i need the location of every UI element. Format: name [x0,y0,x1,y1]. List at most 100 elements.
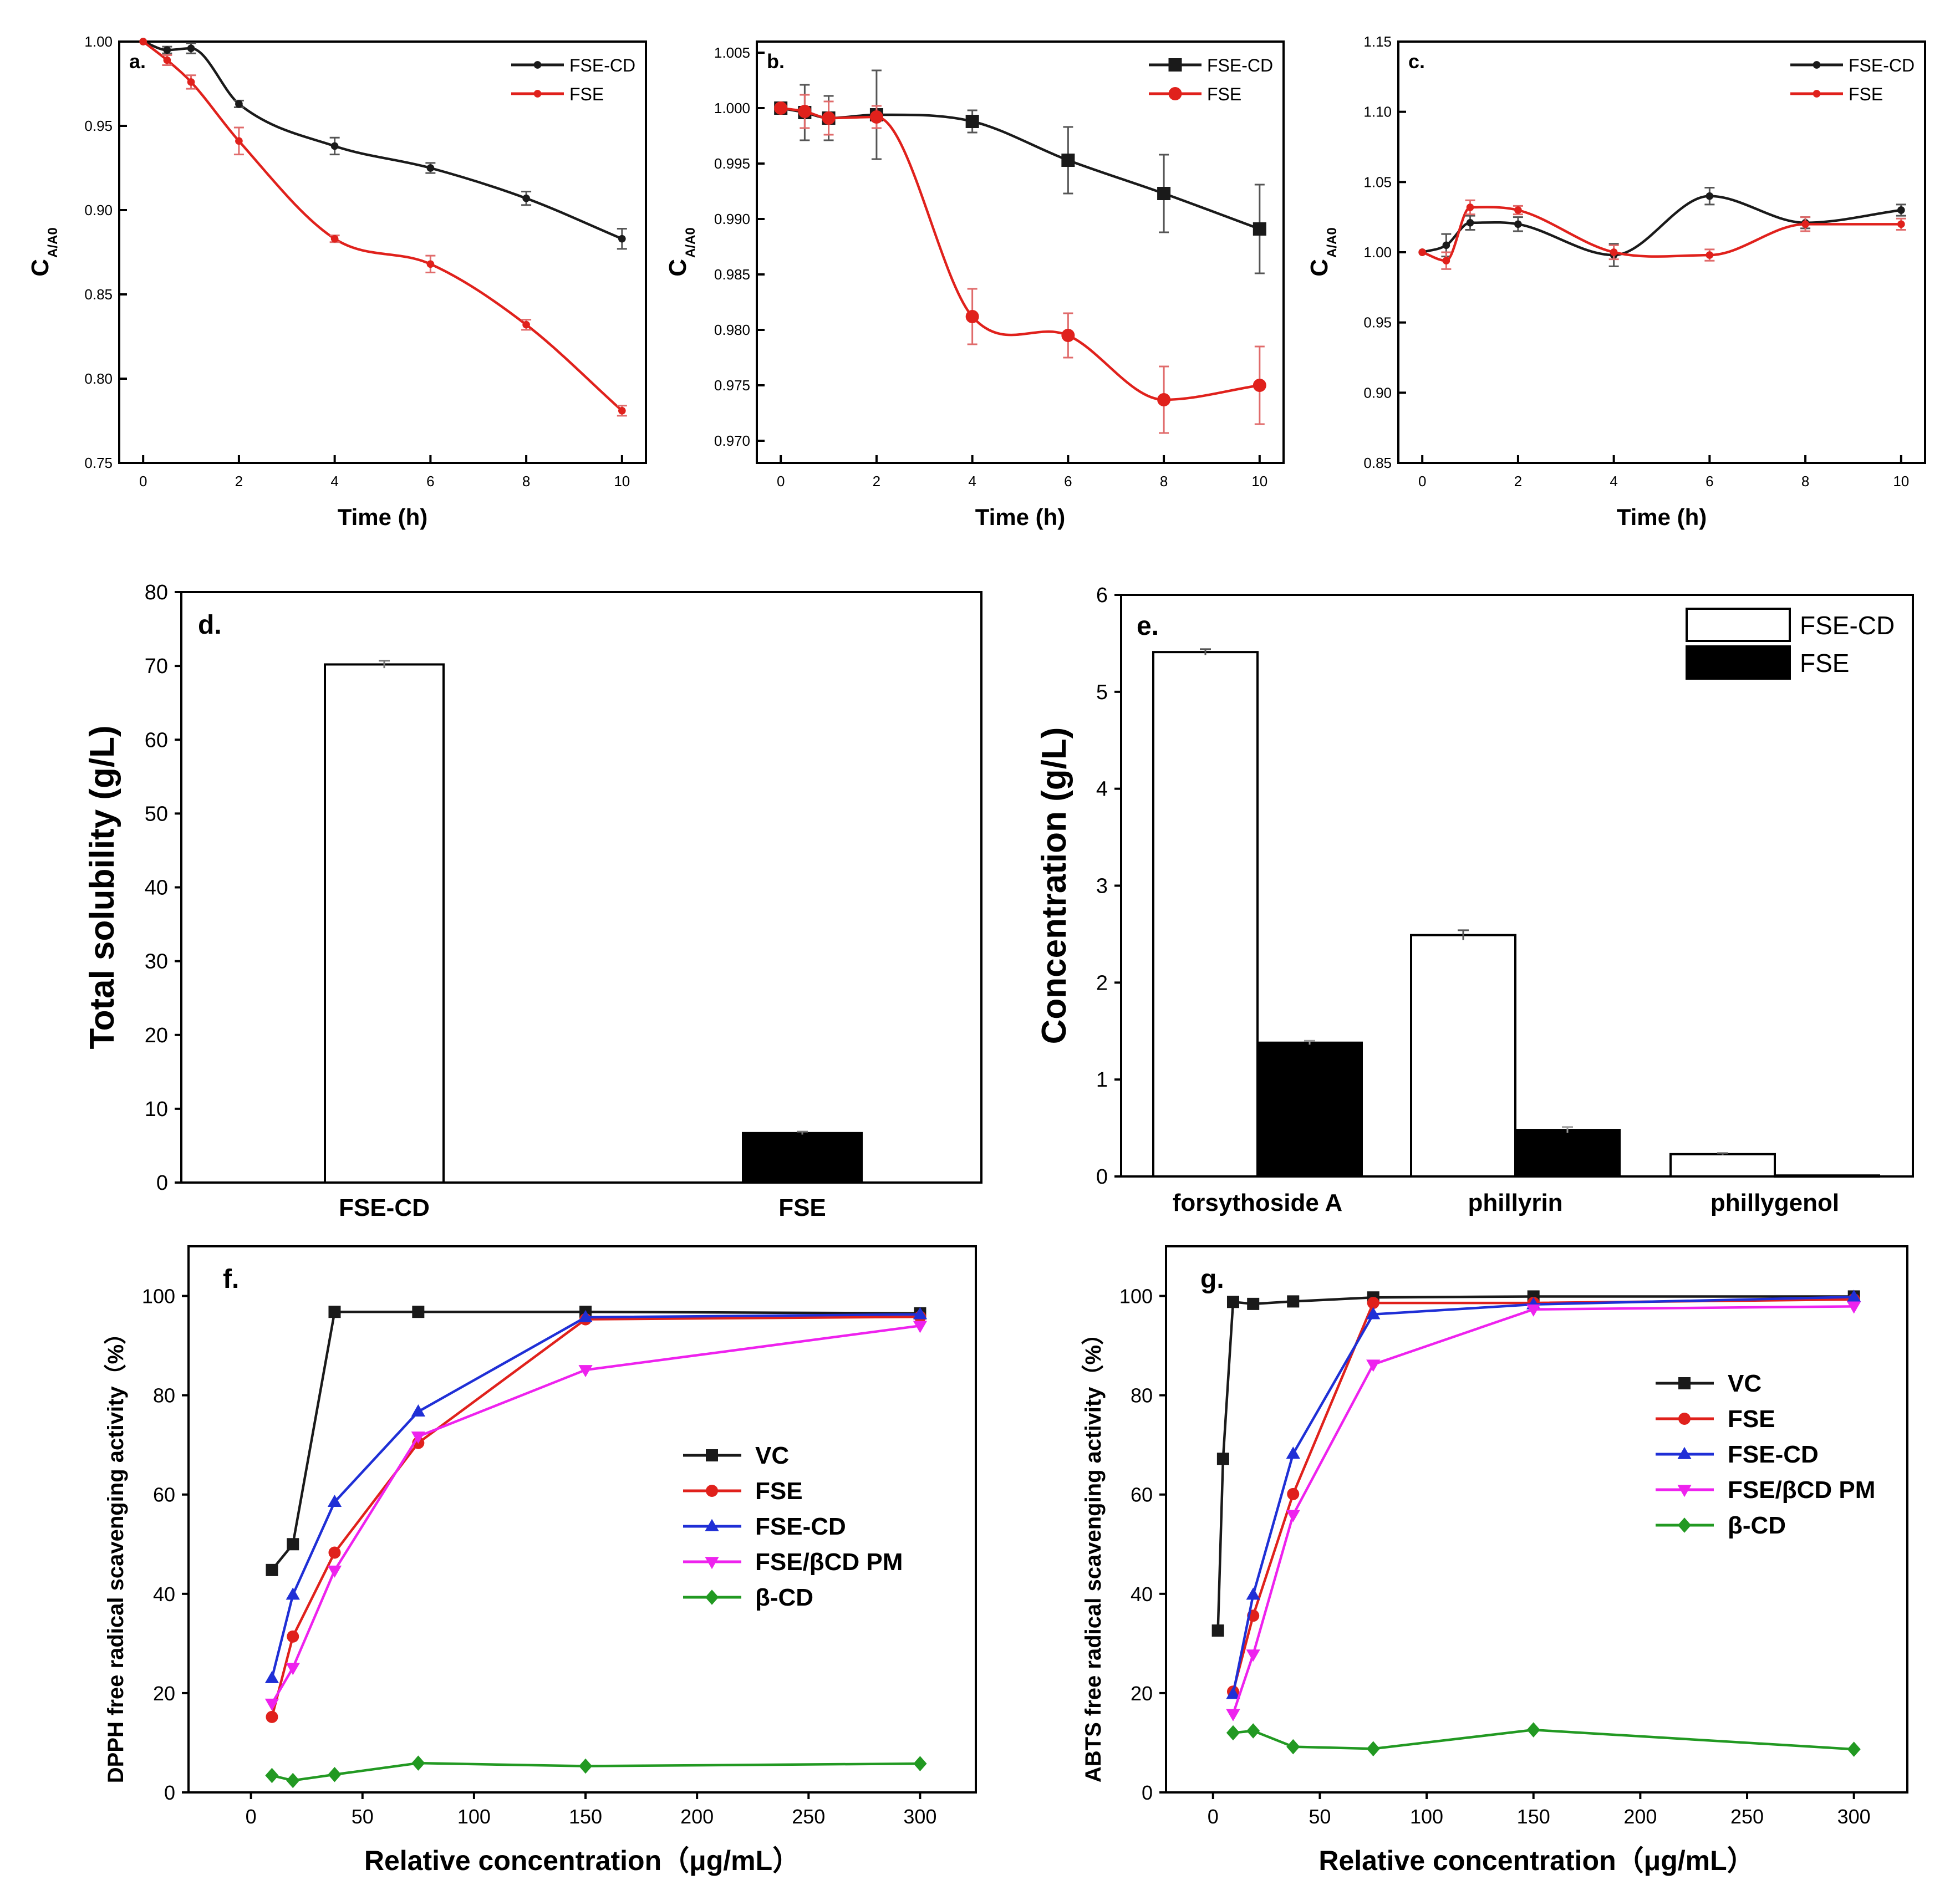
data-point [1847,1741,1861,1757]
data-point [411,1404,425,1417]
series-FSE/βCD PM [1226,1301,1861,1721]
y-tick-label: 50 [145,802,168,826]
legend-label: VC [755,1442,789,1469]
legend-marker [1813,90,1821,98]
legend-marker [1168,58,1182,72]
x-tick-label: 50 [352,1805,374,1828]
x-tick-label: 0 [139,473,147,490]
y-tick-label: 100 [1119,1285,1153,1308]
data-point [266,1563,278,1576]
series-line [1216,1295,1854,1631]
y-axis-title: DPPH free radical scavenging activity（%） [104,1322,128,1783]
data-point [1286,1446,1300,1459]
y-tick-label: 0.95 [1363,314,1392,331]
x-tick-label: 150 [1517,1805,1550,1828]
data-point [328,1546,341,1559]
data-point [411,1755,425,1771]
legend-label: FSE/βCD PM [1728,1476,1875,1504]
legend-marker [1678,1377,1691,1389]
x-tick-label: 0 [777,473,785,490]
y-tick-label: 20 [153,1682,175,1705]
y-tick-label: 60 [1131,1484,1153,1506]
data-point [913,1321,928,1333]
y-tick-label: 60 [153,1484,175,1506]
bar [1514,1129,1621,1178]
data-point [965,310,979,323]
chart-panel-b: 0 2 4 6 8 10 0.970 0.975 0.980 0.985 0.990 0.995 1.0… [664,40,1285,530]
data-point [1253,379,1266,392]
x-tick-label: 150 [569,1805,602,1828]
data-point [913,1307,928,1320]
series-FSE/βCD PM [264,1321,928,1711]
legend-marker [705,1519,719,1531]
data-point [187,44,195,52]
y-tick-label: 0.95 [84,118,113,134]
y-tick-label: 0.995 [714,155,750,172]
data-point [913,1756,927,1771]
legend-marker [1813,61,1821,69]
y-tick-label: 100 [142,1285,175,1308]
x-tick-label: 2 [1514,473,1522,490]
legend-label: VC [1728,1370,1762,1397]
data-point [798,105,812,118]
x-tick-label: 10 [1251,473,1267,490]
y-axis-title-text: Total solubility (g/L) [83,725,121,1049]
legend-label: FSE-CD [755,1513,846,1540]
x-tick-label: 50 [1309,1805,1331,1828]
data-point [328,1306,341,1318]
data-point [1061,329,1075,342]
legend-label: β-CD [755,1584,813,1611]
legend-marker [1677,1517,1692,1533]
legend-label: FSE [1849,84,1883,104]
plot-frame [118,40,647,464]
data-point [1157,393,1171,406]
data-point [327,1494,342,1507]
series-FSE-CD [264,1307,928,1683]
data-point [1514,220,1522,228]
x-tick-label: 200 [1623,1805,1657,1828]
data-point [1514,206,1522,214]
panel-label: f. [223,1265,239,1294]
data-point [578,1365,593,1378]
series-line [271,1313,920,1679]
data-point [1418,248,1427,256]
data-point [1216,1453,1229,1465]
data-point [1367,1297,1379,1310]
x-tick-label: 8 [1160,473,1168,490]
y-tick-label: 80 [145,581,168,604]
legend-label: FSE [1800,649,1849,677]
y-tick-label: 1.00 [1363,244,1392,261]
x-tick-label: 4 [1610,473,1617,490]
data-point [426,164,435,172]
y-tick-label: 0.90 [1363,384,1392,401]
panel-label: a. [129,50,146,73]
data-point [287,1538,299,1551]
bar [324,663,445,1184]
y-tick-label: 20 [145,1024,168,1047]
data-point [1287,1487,1300,1500]
y-tick-label: 1.000 [714,100,750,116]
data-point [412,1306,425,1318]
y-tick-label: 0.980 [714,322,750,338]
data-point [1847,1301,1861,1314]
chart-panel-d: 0 10 20 30 40 50 60 70 80 FSE-CD FSE Total solubili… [83,581,982,1221]
y-tick-label: 30 [145,950,168,974]
chart-panel-g: 0 50 100 150 200 250 300 0 20 40 60 80 100 Relative c… [1081,1245,1908,1876]
data-point [286,1663,300,1675]
y-tick-label: 80 [1131,1384,1153,1407]
series-FSE-CD [139,38,627,250]
data-point [822,111,836,125]
data-point [618,235,626,243]
x-tick-label: 10 [1893,473,1909,490]
x-tick-label: 100 [457,1805,491,1828]
y-axis-title-subscript: A/A0 [45,227,60,258]
y-axis-title-text: DPPH free radical scavenging activity（%） [104,1322,128,1783]
bar [1152,651,1259,1178]
y-axis-title: Total solubility (g/L) [83,725,121,1049]
y-axis-title: CA/A0 [27,227,60,276]
chart-panel-f: 0 50 100 150 200 250 300 0 20 40 60 80 100 Relative c… [104,1245,977,1876]
bar [1669,1153,1776,1178]
series-line [271,1324,920,1704]
panel-label: b. [767,50,785,73]
